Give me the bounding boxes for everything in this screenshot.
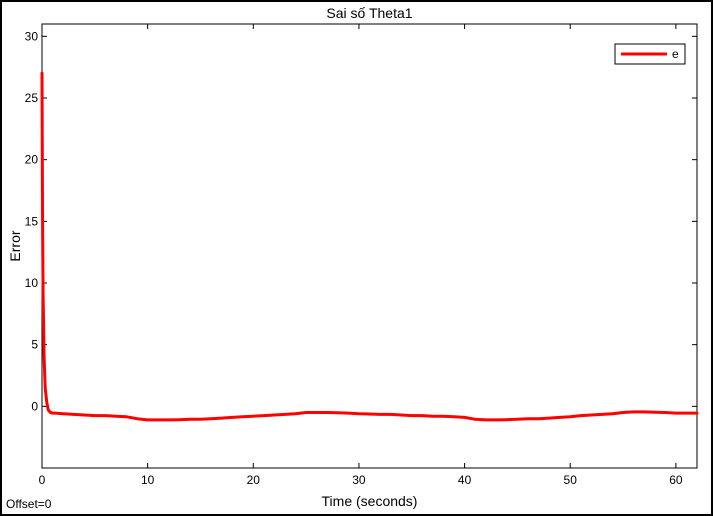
y-axis: 0 5 10 15 20 25 30 <box>25 29 697 413</box>
y-tick-label: 5 <box>31 338 38 352</box>
y-axis-label: Error <box>7 230 23 261</box>
y-tick-label: 10 <box>25 276 39 290</box>
x-axis-label: Time (seconds) <box>322 493 418 509</box>
legend: e <box>614 43 686 65</box>
x-tick-label: 0 <box>39 473 46 487</box>
chart-title: Sai số Theta1 <box>326 5 412 21</box>
x-axis: 0 10 20 30 40 50 60 <box>39 24 683 487</box>
x-tick-label: 30 <box>352 473 366 487</box>
y-tick-label: 15 <box>25 214 39 228</box>
legend-label: e <box>672 47 679 61</box>
x-tick-label: 10 <box>141 473 155 487</box>
series-line-e <box>40 71 699 422</box>
series-layer <box>40 71 699 422</box>
x-tick-label: 40 <box>458 473 472 487</box>
plot-area <box>41 23 698 469</box>
y-tick-label: 20 <box>25 153 39 167</box>
x-tick-label: 50 <box>564 473 578 487</box>
y-tick-label: 25 <box>25 91 39 105</box>
offset-label: Offset=0 <box>6 497 52 511</box>
x-tick-label: 20 <box>247 473 261 487</box>
x-tick-label: 60 <box>669 473 683 487</box>
y-tick-label: 30 <box>25 29 39 43</box>
y-tick-label: 0 <box>31 399 38 413</box>
